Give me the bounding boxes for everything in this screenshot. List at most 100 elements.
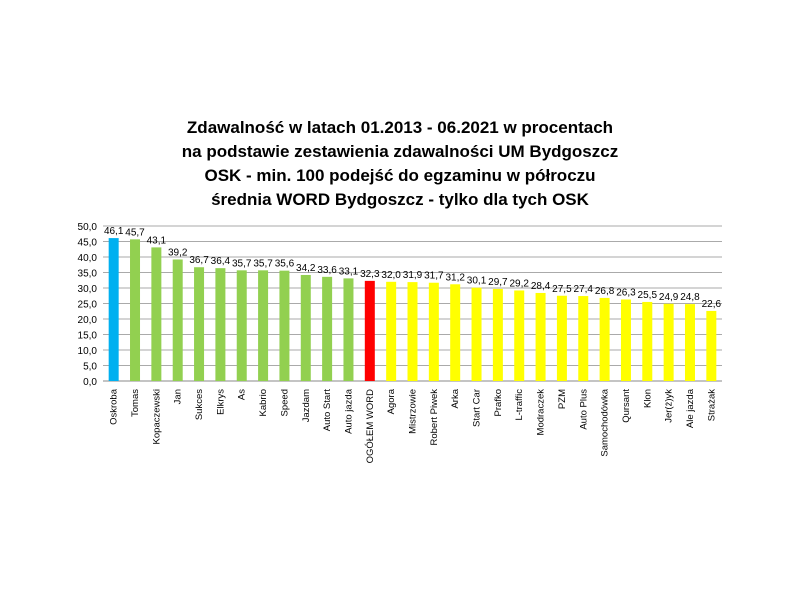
bar bbox=[130, 239, 141, 381]
bar bbox=[428, 282, 439, 381]
bar bbox=[492, 288, 503, 381]
x-tick-label: Mistrzowie bbox=[408, 389, 419, 434]
bar bbox=[556, 295, 567, 381]
data-label: 31,9 bbox=[403, 270, 423, 281]
y-tick-label: 30,0 bbox=[78, 284, 98, 295]
bar bbox=[471, 287, 482, 381]
bar bbox=[620, 299, 631, 381]
x-tick-label: Elkrys bbox=[215, 389, 226, 415]
bar bbox=[386, 281, 397, 381]
data-label: 35,7 bbox=[253, 258, 273, 269]
data-label: 35,6 bbox=[275, 259, 295, 270]
bar bbox=[343, 278, 354, 381]
y-tick-label: 40,0 bbox=[78, 253, 98, 264]
title-line: OSK - min. 100 podejść do egzaminu w pół… bbox=[204, 166, 596, 185]
data-label: 29,7 bbox=[488, 277, 508, 288]
data-label: 35,7 bbox=[232, 258, 252, 269]
bar bbox=[151, 247, 162, 381]
x-tick-label: L-traffic bbox=[514, 389, 525, 421]
data-label: 45,7 bbox=[125, 227, 145, 238]
bar bbox=[514, 290, 525, 381]
x-tick-label: Agora bbox=[386, 388, 397, 414]
x-tick-label: Arka bbox=[450, 388, 461, 408]
bar bbox=[172, 259, 183, 381]
x-tick-label: Ale jazda bbox=[685, 388, 696, 428]
data-label: 36,7 bbox=[189, 255, 209, 266]
data-label: 36,4 bbox=[211, 256, 231, 267]
data-label: 25,5 bbox=[638, 290, 658, 301]
data-label: 24,9 bbox=[659, 292, 679, 303]
bar bbox=[194, 267, 205, 381]
data-label: 24,8 bbox=[680, 292, 700, 303]
y-tick-label: 5,0 bbox=[83, 362, 97, 373]
y-tick-label: 10,0 bbox=[78, 346, 98, 357]
data-label: 33,1 bbox=[339, 266, 359, 277]
data-label: 29,2 bbox=[509, 278, 529, 289]
title-line: średnia WORD Bydgoszcz - tylko dla tych … bbox=[211, 190, 589, 209]
bar bbox=[663, 303, 674, 381]
data-label: 30,1 bbox=[467, 276, 487, 287]
data-label: 32,3 bbox=[360, 269, 380, 280]
data-label: 34,2 bbox=[296, 263, 316, 274]
bar bbox=[364, 280, 375, 381]
data-label: 31,7 bbox=[424, 271, 444, 282]
bar bbox=[706, 310, 717, 381]
data-label: 32,0 bbox=[381, 270, 401, 281]
bar bbox=[578, 296, 589, 381]
x-tick-label: Qursant bbox=[621, 389, 632, 423]
bar bbox=[108, 238, 119, 381]
data-label: 39,2 bbox=[168, 247, 188, 258]
x-tick-label: PZM bbox=[557, 389, 568, 409]
x-tick-label: As bbox=[237, 389, 248, 400]
bar bbox=[684, 304, 695, 381]
bar bbox=[279, 270, 290, 381]
y-tick-label: 45,0 bbox=[78, 238, 98, 249]
x-tick-label: Kabrio bbox=[258, 389, 269, 416]
bar bbox=[322, 276, 333, 381]
y-tick-label: 25,0 bbox=[78, 300, 98, 311]
x-tick-label: Samochodówka bbox=[600, 388, 611, 456]
y-tick-label: 35,0 bbox=[78, 269, 98, 280]
x-tick-label: Jan bbox=[173, 389, 184, 404]
data-label: 33,6 bbox=[317, 265, 337, 276]
x-tick-label: Speed bbox=[279, 389, 290, 416]
y-tick-label: 15,0 bbox=[78, 331, 98, 342]
title-line: na podstawie zestawienia zdawalności UM … bbox=[181, 142, 619, 161]
chart-title: Zdawalność w latach 01.2013 - 06.2021 w … bbox=[0, 116, 800, 212]
data-label: 46,1 bbox=[104, 226, 124, 237]
x-tick-label: Auto Start bbox=[322, 389, 333, 432]
bar bbox=[642, 301, 653, 381]
x-tick-label: Auto jazda bbox=[343, 388, 354, 434]
bar bbox=[535, 292, 546, 381]
bar bbox=[407, 282, 418, 381]
data-label: 43,1 bbox=[147, 235, 167, 246]
title-line: Zdawalność w latach 01.2013 - 06.2021 w … bbox=[186, 118, 614, 137]
y-tick-label: 0,0 bbox=[83, 377, 97, 388]
bar bbox=[236, 270, 247, 381]
data-label: 27,4 bbox=[574, 284, 594, 295]
x-tick-label: Robert Piwek bbox=[429, 389, 440, 446]
bar bbox=[258, 270, 269, 381]
data-label: 31,2 bbox=[445, 272, 465, 283]
x-tick-label: Oskroba bbox=[109, 388, 120, 425]
x-tick-label: Modraczek bbox=[536, 389, 547, 436]
data-label: 26,8 bbox=[595, 286, 615, 297]
data-label: 22,6 bbox=[702, 299, 722, 310]
x-tick-label: Klon bbox=[642, 389, 653, 408]
y-tick-label: 20,0 bbox=[78, 315, 98, 326]
x-tick-label: Jer(ż)yk bbox=[664, 389, 675, 423]
x-tick-label: Jazdam bbox=[301, 389, 312, 422]
data-label: 26,3 bbox=[616, 287, 636, 298]
x-tick-label: Strażak bbox=[706, 389, 717, 421]
y-tick-label: 50,0 bbox=[78, 222, 98, 233]
x-tick-label: OGÓŁEM WORD bbox=[365, 389, 376, 464]
x-tick-label: Auto Plus bbox=[578, 389, 589, 430]
x-tick-label: Start Car bbox=[472, 389, 483, 427]
bar bbox=[300, 274, 311, 381]
x-tick-label: Tomas bbox=[130, 389, 141, 417]
data-label: 27,5 bbox=[552, 284, 572, 295]
bar bbox=[599, 297, 610, 381]
x-tick-label: Sukces bbox=[194, 389, 205, 420]
x-tick-label: Prafko bbox=[493, 389, 504, 416]
